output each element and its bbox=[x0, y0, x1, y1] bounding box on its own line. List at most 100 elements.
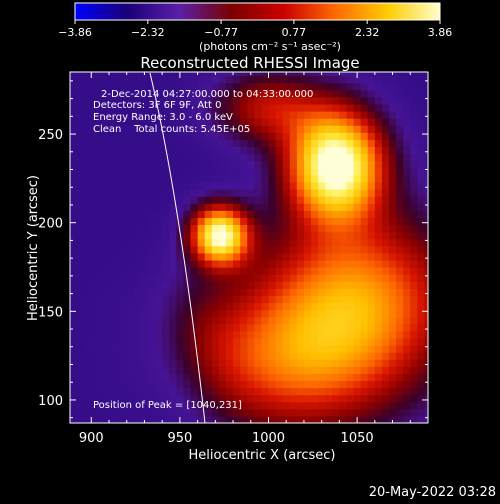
heatmap-cell bbox=[112, 210, 121, 218]
heatmap-cell bbox=[353, 345, 362, 353]
heatmap-cell bbox=[162, 217, 170, 226]
heatmap-cell bbox=[133, 295, 142, 304]
heatmap-cell bbox=[197, 146, 206, 155]
heatmap-cell bbox=[105, 373, 114, 382]
heatmap-cell bbox=[360, 330, 369, 339]
heatmap-cell bbox=[275, 259, 284, 268]
colorbar-tick-label: 0.77 bbox=[282, 26, 307, 39]
heatmap-cell bbox=[396, 373, 404, 382]
heatmap-cell bbox=[162, 337, 170, 346]
heatmap-cell bbox=[381, 153, 390, 162]
heatmap-cell bbox=[84, 153, 92, 162]
heatmap-cell bbox=[218, 316, 227, 325]
heatmap-cell bbox=[417, 288, 426, 296]
heatmap-cell bbox=[424, 89, 428, 98]
heatmap-cell bbox=[261, 380, 270, 389]
heatmap-cell bbox=[84, 224, 92, 233]
heatmap-cell bbox=[204, 174, 213, 183]
heatmap-cell bbox=[381, 217, 390, 226]
heatmap-cell bbox=[303, 380, 312, 389]
heatmap-cell bbox=[339, 167, 348, 176]
heatmap-cell bbox=[176, 238, 185, 247]
heatmap-cell bbox=[147, 373, 156, 382]
heatmap-cell bbox=[318, 401, 326, 410]
heatmap-cell bbox=[424, 309, 428, 318]
heatmap-cell bbox=[289, 217, 298, 226]
heatmap-cell bbox=[339, 146, 348, 155]
heatmap-cell bbox=[424, 394, 428, 403]
heatmap-cell bbox=[133, 125, 142, 133]
heatmap-cell bbox=[261, 189, 270, 197]
heatmap-cell bbox=[339, 181, 348, 190]
heatmap-cell bbox=[70, 302, 78, 311]
heatmap-cell bbox=[147, 252, 156, 261]
heatmap-cell bbox=[155, 259, 163, 268]
heatmap-cell bbox=[346, 160, 355, 169]
heatmap-cell bbox=[289, 373, 298, 382]
heatmap-cell bbox=[162, 359, 170, 367]
heatmap-cell bbox=[190, 302, 199, 311]
heatmap-cell bbox=[332, 274, 340, 282]
heatmap-cell bbox=[268, 132, 277, 140]
heatmap-cell bbox=[417, 295, 426, 304]
heatmap-cell bbox=[346, 181, 355, 190]
heatmap-cell bbox=[410, 309, 418, 318]
heatmap-cell bbox=[140, 288, 149, 296]
heatmap-cell bbox=[360, 323, 369, 332]
heatmap-cell bbox=[424, 181, 428, 190]
heatmap-cell bbox=[410, 323, 418, 332]
heatmap-cell bbox=[197, 75, 206, 84]
heatmap-cell bbox=[140, 132, 149, 140]
heatmap-cell bbox=[389, 295, 397, 304]
heatmap-cell bbox=[204, 217, 213, 226]
colorbar-tick-label: −2.32 bbox=[131, 26, 165, 39]
heatmap-cell bbox=[275, 103, 284, 112]
heatmap-cell bbox=[325, 231, 333, 240]
heatmap-cell bbox=[233, 231, 241, 240]
heatmap-cell bbox=[133, 359, 142, 367]
heatmap-cell bbox=[162, 224, 170, 233]
heatmap-cell bbox=[169, 316, 177, 325]
heatmap-cell bbox=[417, 132, 426, 140]
heatmap-cell bbox=[140, 352, 149, 360]
heatmap-cell bbox=[396, 75, 404, 84]
heatmap-cell bbox=[303, 125, 312, 133]
heatmap-cell bbox=[403, 139, 411, 148]
heatmap-cell bbox=[403, 167, 411, 176]
heatmap-cell bbox=[339, 75, 348, 84]
heatmap-cell bbox=[211, 387, 220, 396]
y-tick-label: 100 bbox=[38, 394, 63, 409]
heatmap-cell bbox=[204, 167, 213, 176]
heatmap-cell bbox=[261, 89, 270, 98]
heatmap-cell bbox=[332, 245, 340, 254]
heatmap-cell bbox=[353, 259, 362, 268]
heatmap-cell bbox=[303, 167, 312, 176]
heatmap-cell bbox=[112, 111, 121, 119]
heatmap-cell bbox=[346, 401, 355, 410]
heatmap-cell bbox=[91, 323, 99, 332]
heatmap-cell bbox=[254, 125, 263, 133]
heatmap-cell bbox=[389, 323, 397, 332]
heatmap-cell bbox=[339, 252, 348, 261]
heatmap-cell bbox=[204, 359, 213, 367]
heatmap-cell bbox=[197, 125, 206, 133]
heatmap-cell bbox=[339, 189, 348, 197]
heatmap-cell bbox=[303, 281, 312, 289]
heatmap-cell bbox=[261, 295, 270, 304]
heatmap-cell bbox=[204, 252, 213, 261]
heatmap-cell bbox=[183, 359, 192, 367]
heatmap-cell bbox=[211, 196, 220, 204]
heatmap-cell bbox=[77, 387, 85, 396]
heatmap-cell bbox=[162, 330, 170, 339]
heatmap-cell bbox=[332, 139, 340, 148]
heatmap-cell bbox=[332, 82, 340, 91]
heatmap-cell bbox=[247, 274, 255, 282]
heatmap-cell bbox=[289, 252, 298, 261]
heatmap-cell bbox=[197, 408, 206, 417]
heatmap-cell bbox=[254, 167, 263, 176]
heatmap-cell bbox=[204, 82, 213, 91]
heatmap-cell bbox=[268, 245, 277, 254]
heatmap-cell bbox=[296, 309, 305, 318]
heatmap-cell bbox=[197, 89, 206, 98]
heatmap-cell bbox=[105, 210, 114, 218]
